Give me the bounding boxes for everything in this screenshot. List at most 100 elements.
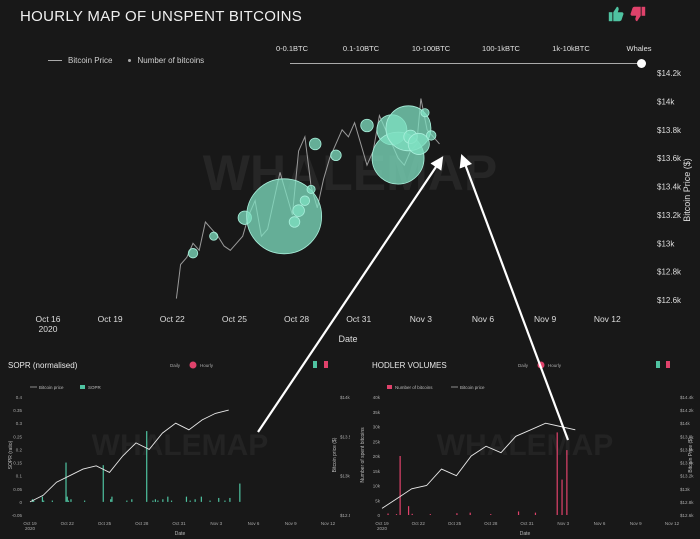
holder-ytick: 25k xyxy=(373,439,381,444)
whale-cluster-point[interactable] xyxy=(306,184,316,194)
sopr-xlabel: Date xyxy=(175,531,186,537)
holder-xtick: Nov 6 xyxy=(594,521,606,526)
main-ytick: $12.6k xyxy=(657,296,682,305)
holder-size-slider[interactable]: 0-0.1BTC 0.1-10BTC 10-100BTC 100-1kBTC 1… xyxy=(275,44,652,70)
sopr-thumbs-down-icon[interactable] xyxy=(324,361,328,368)
slider-option-1[interactable]: 0.1-10BTC xyxy=(342,44,380,53)
main-xtick: Oct 16 2020 xyxy=(35,314,60,334)
rating-buttons xyxy=(607,5,647,23)
sopr-bar xyxy=(84,500,86,502)
slider-option-5[interactable]: Whales xyxy=(626,44,652,53)
main-ytick: $12.8k xyxy=(657,268,682,277)
holder-toggle-daily[interactable]: Daily xyxy=(518,363,529,368)
whale-cluster-point[interactable] xyxy=(407,132,430,155)
sopr-bar xyxy=(67,500,70,502)
legend-count[interactable]: Number of bitcoins xyxy=(128,56,204,65)
holder-bar xyxy=(469,512,471,515)
sopr-price-line xyxy=(29,409,229,503)
holder-title: HODLER VOLUMES xyxy=(372,361,447,370)
sopr-xtick: Oct 25 xyxy=(98,521,112,526)
holder-ytick: 5k xyxy=(375,498,381,503)
main-xtick: Nov 12 xyxy=(594,314,621,324)
holder-watermark: WHALEMAP xyxy=(437,429,614,462)
whale-cluster-point[interactable] xyxy=(420,108,430,118)
holder-ytick: 15k xyxy=(373,469,381,474)
sopr-thumbs-up-icon[interactable] xyxy=(313,361,317,368)
holder-bar xyxy=(534,512,537,515)
sopr-ylabel: SOPR (ratio) xyxy=(8,440,14,469)
slider-option-4[interactable]: 1k-10kBTC xyxy=(552,44,590,53)
holder-ytick-right: $14k xyxy=(680,421,691,426)
main-xtick: Nov 6 xyxy=(472,314,494,324)
sopr-bar xyxy=(146,431,148,502)
whale-cluster-point[interactable] xyxy=(187,248,199,259)
whale-cluster-point[interactable] xyxy=(309,137,322,151)
sopr-bar xyxy=(102,465,104,502)
slider-knob[interactable] xyxy=(637,59,646,68)
sopr-ytick: 0.25 xyxy=(13,434,22,439)
thumbs-up-icon[interactable] xyxy=(607,5,625,23)
sopr-toggle-knob[interactable] xyxy=(189,361,197,369)
holder-ytick-right: $12.6k xyxy=(680,513,694,518)
holder-xtick: Oct 28 xyxy=(484,521,498,526)
sopr-xtick: Oct 31 xyxy=(172,521,186,526)
sopr-ytick: 0.2 xyxy=(16,447,23,452)
main-chart: WHALEMAP $12.6k $12.8k $13k $13.2k $13.4k $13… xyxy=(35,69,692,344)
main-ytick: $14.2k xyxy=(657,69,682,78)
sopr-toggle-hourly[interactable]: Hourly xyxy=(200,363,214,368)
sopr-bar xyxy=(110,499,112,502)
whale-cluster-point[interactable] xyxy=(288,216,301,228)
sopr-xtick: Oct 19 2020 xyxy=(23,521,37,531)
holder-xtick: Oct 25 xyxy=(448,521,462,526)
holder-ytick-right: $14.4k xyxy=(680,395,694,400)
holder-xtick: Oct 31 xyxy=(520,521,534,526)
whale-cluster-point[interactable] xyxy=(360,118,374,133)
holder-ytick: 20k xyxy=(373,454,381,459)
whale-cluster-point[interactable] xyxy=(209,231,219,241)
sopr-bar xyxy=(157,500,159,502)
slider-track[interactable] xyxy=(290,63,642,64)
holder-thumbs-up-icon[interactable] xyxy=(656,361,660,368)
main-xlabel: Date xyxy=(338,334,357,344)
whale-cluster-point[interactable] xyxy=(330,149,342,161)
sopr-bar xyxy=(131,499,133,502)
sopr-xtick: Nov 12 xyxy=(321,521,336,526)
slider-option-3[interactable]: 100-1kBTC xyxy=(482,44,520,53)
legend-price[interactable]: Bitcoin Price xyxy=(48,56,112,65)
sopr-bar xyxy=(65,462,67,502)
holder-thumbs-down-icon[interactable] xyxy=(666,361,670,368)
main-xtick: Oct 22 xyxy=(160,314,185,324)
chart-legend: Bitcoin Price Number of bitcoins xyxy=(48,56,204,65)
sopr-bar xyxy=(154,499,157,502)
holder-ylabel-right: Bitcoin Price ($) xyxy=(688,437,694,473)
sopr-bar xyxy=(170,500,173,502)
sopr-legend-price: Bitcoin price xyxy=(39,385,64,390)
holder-legend-count: Number of bitcoins xyxy=(395,385,433,390)
sopr-xtick: Oct 28 xyxy=(135,521,149,526)
sopr-bar xyxy=(200,496,202,502)
thumbs-down-icon[interactable] xyxy=(629,5,647,23)
holder-bar xyxy=(407,506,410,515)
whale-cluster-point[interactable] xyxy=(292,204,305,217)
sopr-bar xyxy=(111,496,113,502)
sopr-bar xyxy=(126,500,128,502)
main-ytick: $14k xyxy=(657,97,675,106)
holder-ytick: 0 xyxy=(377,513,380,518)
holder-toggle-hourly[interactable]: Hourly xyxy=(548,363,562,368)
main-xtick: Oct 19 xyxy=(98,314,123,324)
holder-toggle-knob[interactable] xyxy=(537,361,545,369)
main-xtick: Oct 25 xyxy=(222,314,247,324)
slider-option-2[interactable]: 10-100BTC xyxy=(411,44,451,53)
holder-xtick: Oct 22 xyxy=(412,521,426,526)
sopr-bar xyxy=(239,483,241,502)
sopr-bar xyxy=(185,496,188,502)
holder-bar xyxy=(561,479,563,515)
sopr-ytick-right: $12.5k xyxy=(340,513,350,518)
main-ytick: $13.2k xyxy=(657,211,682,220)
sopr-toggle-daily[interactable]: Daily xyxy=(170,363,181,368)
holder-bar xyxy=(517,511,520,515)
slider-option-0[interactable]: 0-0.1BTC xyxy=(275,44,309,53)
holder-ytick-right: $13k xyxy=(680,487,691,492)
whale-cluster-point[interactable] xyxy=(426,130,437,141)
whale-cluster-point[interactable] xyxy=(299,195,311,206)
